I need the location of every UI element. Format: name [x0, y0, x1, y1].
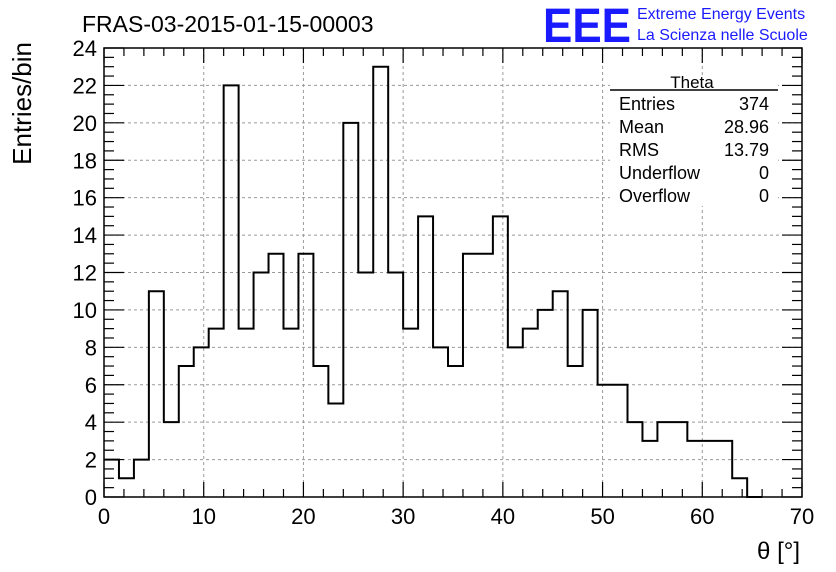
y-tick-label: 12: [73, 261, 97, 286]
stats-value: 13.79: [724, 140, 769, 160]
y-tick-label: 10: [73, 298, 97, 323]
x-tick-label: 10: [191, 504, 215, 529]
x-tick-label: 50: [590, 504, 614, 529]
y-tick-label: 20: [73, 111, 97, 136]
x-axis-label: θ [°]: [757, 538, 800, 565]
y-tick-label: 4: [85, 410, 97, 435]
stats-rows: Entries 374 Mean 28.96 RMS 13.79 Underflow 0 Ove…: [619, 94, 769, 206]
y-tick-label: 8: [85, 335, 97, 360]
axis-ticks: [103, 47, 803, 498]
stats-value: 0: [759, 186, 769, 206]
y-tick-label: 16: [73, 186, 97, 211]
stats-label: Entries: [619, 94, 675, 114]
stats-box-bg: [610, 78, 778, 206]
x-tick-label: 20: [291, 504, 315, 529]
x-tick-label: 30: [391, 504, 415, 529]
x-tick-label: 70: [790, 504, 814, 529]
y-tick-label: 24: [73, 36, 97, 61]
y-axis-label: Entries/bin: [7, 42, 37, 165]
stats-label: Underflow: [619, 163, 701, 183]
y-tick-label: 2: [85, 448, 97, 473]
y-tick-label: 18: [73, 148, 97, 173]
chart-title: FRAS-03-2015-01-15-00003: [82, 11, 374, 37]
x-tick-label: 40: [491, 504, 515, 529]
logo-mark: EEE: [543, 0, 631, 53]
histogram-line: [104, 65, 763, 498]
stats-label: RMS: [619, 140, 659, 160]
eee-logo: EEE Extreme Energy Events La Scienza nel…: [543, 0, 808, 53]
x-tick-label: 60: [690, 504, 714, 529]
y-tick-label: 6: [85, 373, 97, 398]
stats-label: Overflow: [619, 186, 691, 206]
stats-value: 28.96: [724, 117, 769, 137]
y-tick-label: 22: [73, 73, 97, 98]
logo-line-2: La Scienza nelle Scuole: [637, 27, 808, 44]
stats-label: Mean: [619, 117, 664, 137]
logo-line-1: Extreme Energy Events: [637, 6, 805, 23]
x-tick-label: 0: [98, 504, 110, 529]
stats-title: Theta: [670, 73, 714, 92]
stats-value: 0: [759, 163, 769, 183]
y-tick-label: 14: [73, 223, 97, 248]
y-tick-label: 0: [85, 485, 97, 510]
stats-value: 374: [739, 94, 769, 114]
stats-box: Theta Entries 374 Mean 28.96 RMS 13.79 Underfl…: [610, 73, 778, 206]
x-tick-labels: 0 10 20 30 40 50 60 70: [98, 504, 814, 529]
